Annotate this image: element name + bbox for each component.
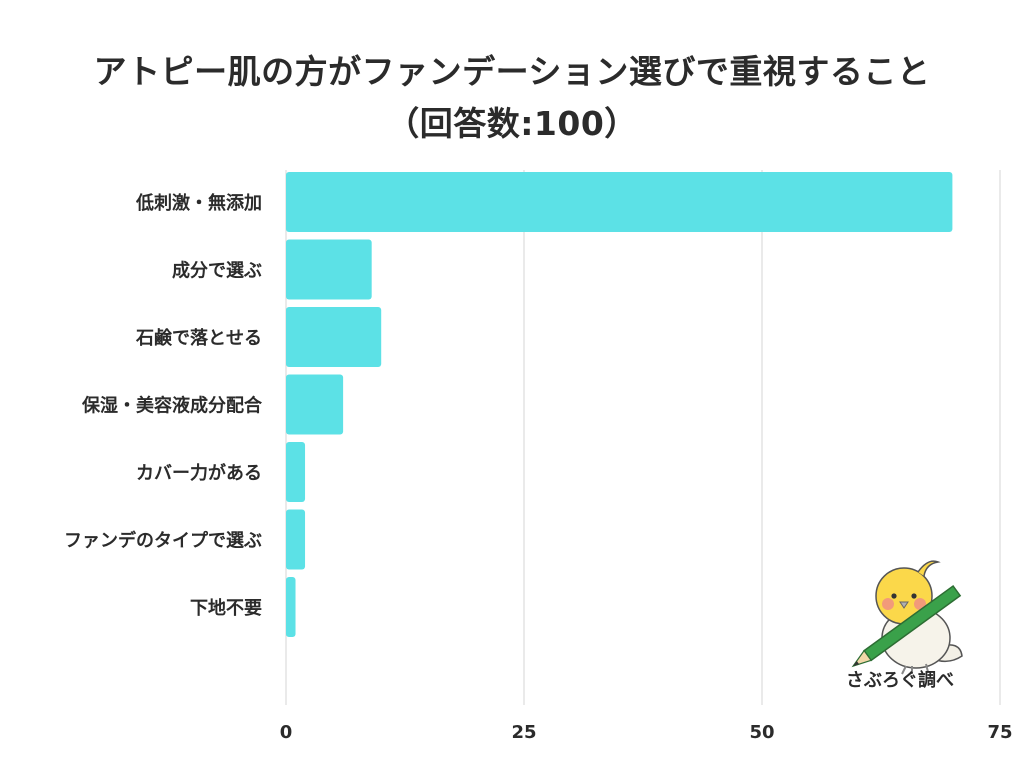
x-tick-label: 0 <box>280 722 293 743</box>
brand-label: さぶろぐ調べ <box>846 670 954 691</box>
x-tick-label: 50 <box>749 722 774 743</box>
bar <box>286 307 382 367</box>
category-label: 下地不要 <box>190 597 262 619</box>
category-label: 成分で選ぶ <box>172 260 262 282</box>
bar <box>286 509 306 570</box>
category-label: 石鹸で落とせる <box>135 327 262 349</box>
bar <box>286 442 306 502</box>
chart-title: アトピー肌の方がファンデーション選びで重視すること （回答数:100） <box>0 46 1024 150</box>
bar <box>286 172 953 232</box>
category-label: 低刺激・無添加 <box>135 192 262 214</box>
category-label: 保湿・美容液成分配合 <box>81 395 263 417</box>
x-tick-label: 25 <box>511 722 536 743</box>
bar <box>286 239 372 300</box>
bar <box>286 577 296 637</box>
bird-with-pencil-icon <box>851 560 963 675</box>
category-label: カバー力がある <box>136 462 262 484</box>
chart-title-line2: （回答数:100） <box>386 104 638 143</box>
x-tick-label: 75 <box>987 722 1012 743</box>
bar <box>286 374 344 435</box>
chart-title-line1: アトピー肌の方がファンデーション選びで重視すること <box>93 52 931 91</box>
category-label: ファンデのタイプで選ぶ <box>64 530 262 552</box>
